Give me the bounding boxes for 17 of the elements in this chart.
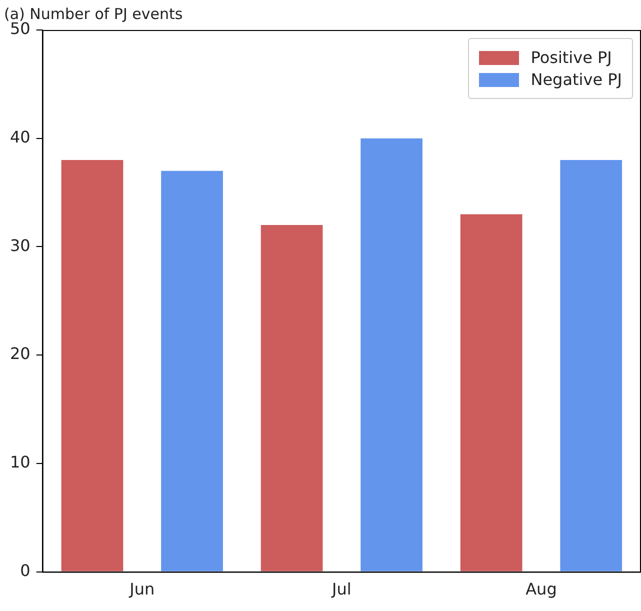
legend-label: Positive PJ — [530, 48, 612, 67]
bar — [360, 138, 422, 572]
x-tick-label: Jun — [128, 580, 155, 599]
bar — [260, 225, 323, 572]
bar — [460, 214, 522, 572]
x-tick-label: Aug — [526, 580, 557, 599]
y-tick-label: 20 — [10, 344, 30, 364]
y-tick-label: 0 — [20, 560, 30, 580]
chart-title: (a) Number of PJ events — [4, 4, 183, 23]
bar — [61, 160, 124, 572]
legend-label: Negative PJ — [530, 70, 622, 89]
y-tick-label: 30 — [10, 236, 30, 255]
y-tick-label: 40 — [10, 128, 30, 147]
bar — [560, 160, 622, 572]
bar — [161, 170, 223, 572]
y-tick-label: 10 — [10, 452, 30, 472]
x-tick-label: Jul — [331, 580, 352, 599]
